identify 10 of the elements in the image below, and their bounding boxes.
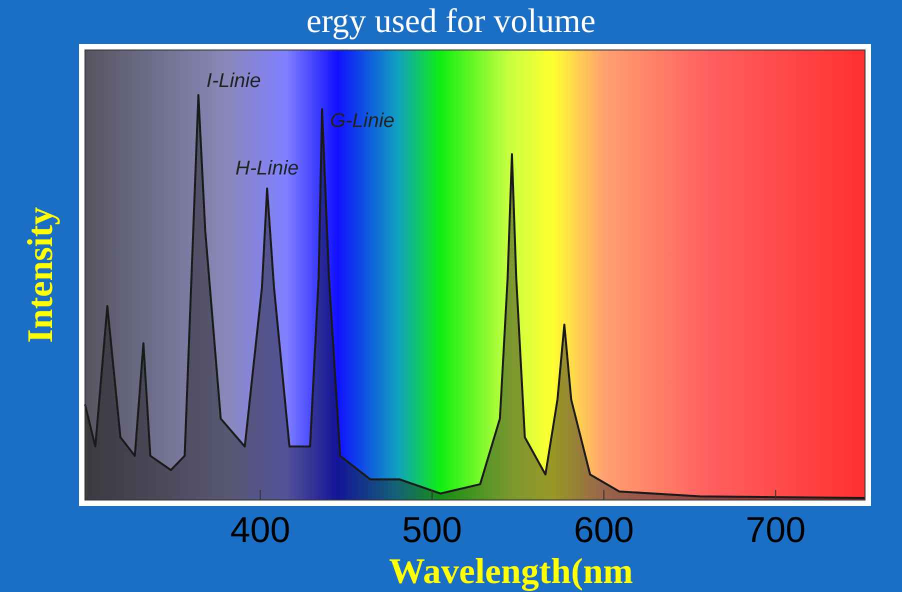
y-axis-title: Intensity [20,206,60,344]
x-tick-label: 400 [230,509,290,550]
x-tick-label: 500 [402,509,462,550]
x-tick-label: 600 [574,509,634,550]
annotation: I-Linie [206,70,261,92]
x-axis-title: Wavelength(nm [388,551,634,591]
chart-title: ergy used for volume [306,3,596,40]
annotation: H-Linie [235,158,299,180]
annotation: G-Linie [330,110,395,132]
x-tick-label: 700 [746,509,806,550]
